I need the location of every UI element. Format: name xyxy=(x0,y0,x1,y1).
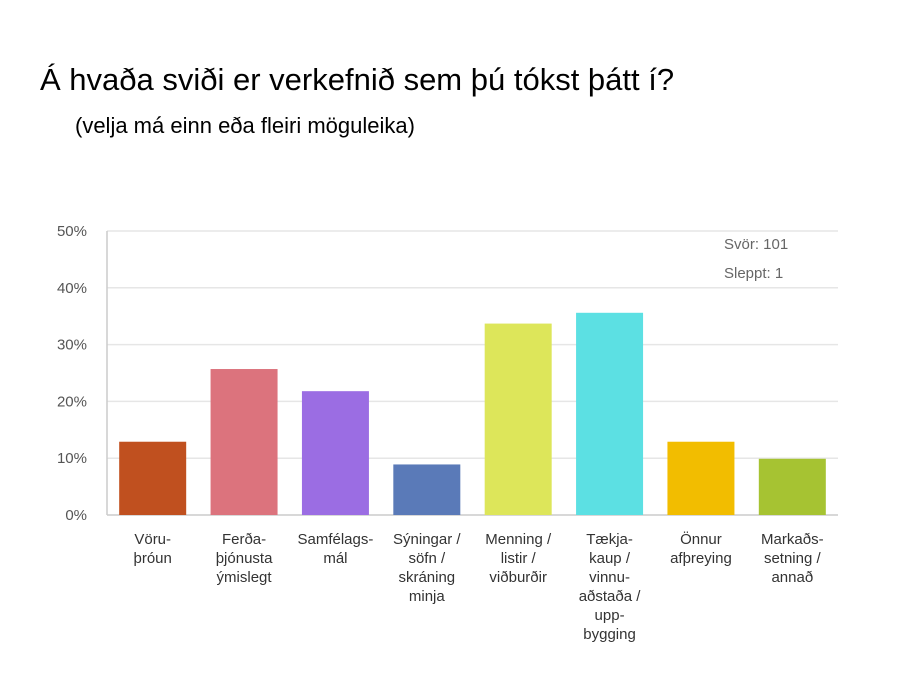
x-tick-label: Tækja-kaup / vinnu-aðstaða / upp-bygging xyxy=(579,531,642,643)
bar xyxy=(301,391,369,515)
bar xyxy=(667,441,735,515)
y-tick-label: 10% xyxy=(57,450,87,467)
bar xyxy=(119,441,187,515)
annotation: Sleppt: 1 xyxy=(724,265,783,282)
bar xyxy=(484,323,552,515)
x-tick-label: Menning / listir / viðburðir xyxy=(485,531,552,586)
bar xyxy=(758,458,826,515)
bar xyxy=(210,369,278,515)
y-tick-label: 40% xyxy=(57,280,87,297)
y-tick-label: 20% xyxy=(57,393,87,410)
y-tick-label: 0% xyxy=(65,507,87,524)
x-tick-label: Markaðs-setning / annað xyxy=(761,531,824,586)
x-tick-label: Vöru-þróun xyxy=(134,531,172,567)
x-tick-label: Sýningar / söfn / skráning minja xyxy=(393,531,461,605)
x-tick-label: Önnur afþreying xyxy=(670,530,732,567)
bar xyxy=(393,464,461,515)
x-tick-label: Samfélags-mál xyxy=(298,531,374,567)
y-tick-label: 30% xyxy=(57,337,87,354)
y-tick-label: 50% xyxy=(57,223,87,240)
annotation: Svör: 101 xyxy=(724,236,788,253)
x-tick-label: Ferða-þjónusta ýmislegt xyxy=(216,531,273,586)
bar xyxy=(576,312,644,515)
page-title: Á hvaða sviði er verkefnið sem þú tókst … xyxy=(40,62,675,97)
page-subtitle: (velja má einn eða fleiri möguleika) xyxy=(75,113,415,138)
